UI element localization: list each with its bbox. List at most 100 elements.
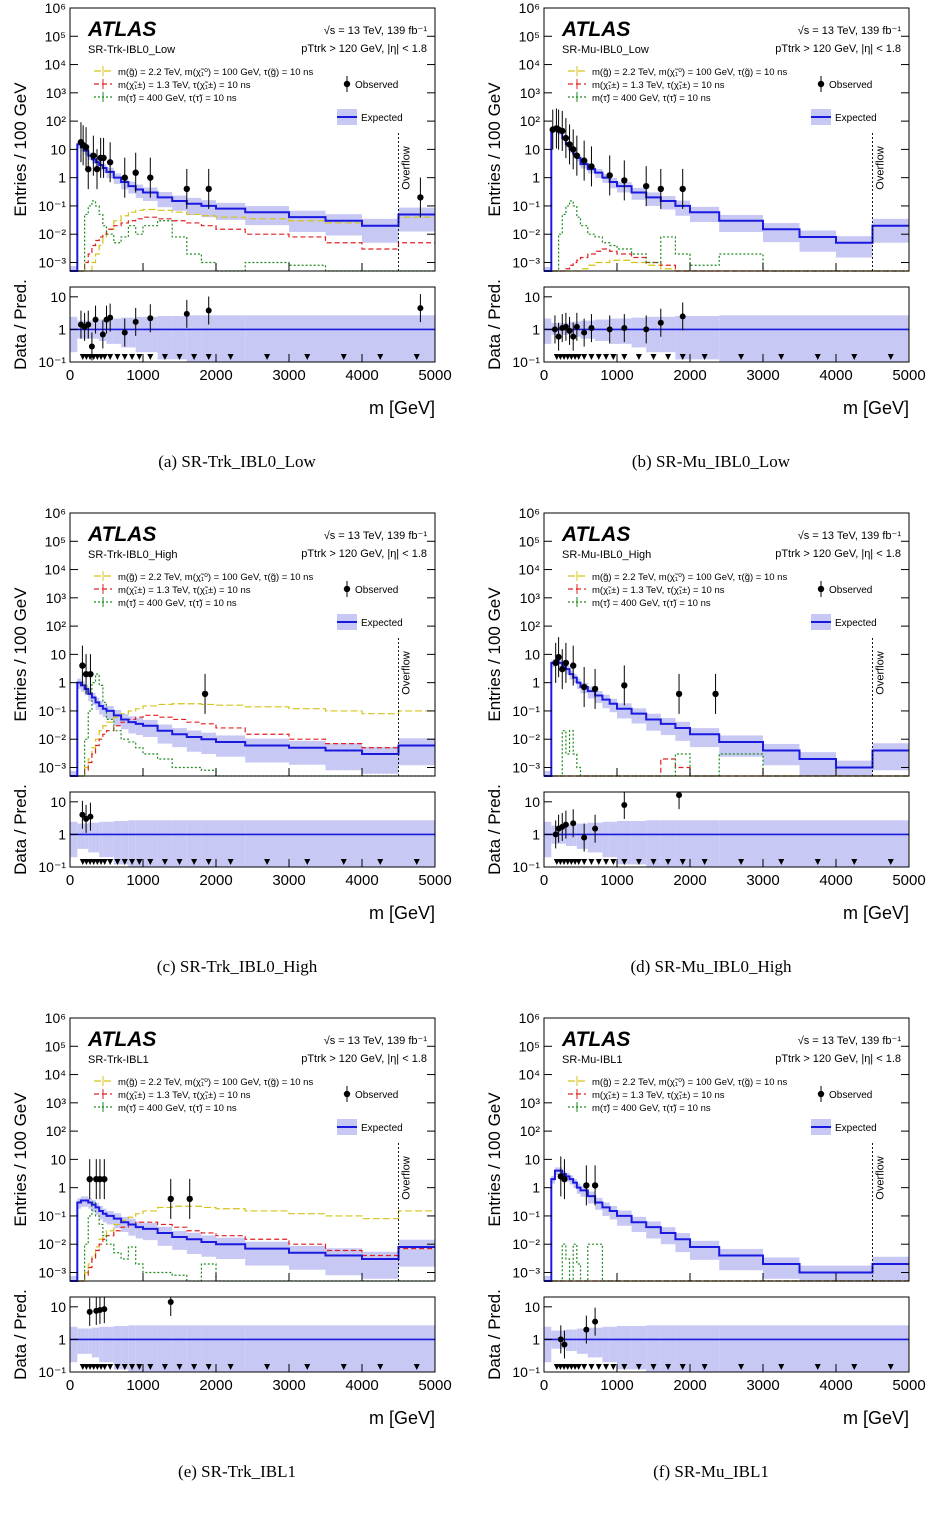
ratio-y-tick-label: 10 — [50, 289, 66, 305]
top-frame — [543, 1017, 910, 1282]
ratio-arrow-marker — [738, 354, 745, 360]
legend-signal-label: m(g̃) = 2.2 TeV, m(χ̃₁⁰) = 100 GeV, τ(g̃… — [592, 572, 787, 583]
observed-point — [559, 127, 566, 135]
ratio-band-bin — [135, 316, 143, 353]
ratio-arrow-marker — [340, 859, 347, 865]
observed-point — [96, 1175, 104, 1183]
observed-point — [657, 185, 664, 193]
x-tick-label: 5000 — [418, 1377, 451, 1394]
y-tick-label: 10⁴ — [44, 57, 66, 73]
y-tick-label: 10⁻² — [512, 731, 540, 747]
uncertainty-band-bin — [398, 738, 435, 766]
ratio-arrow-marker — [650, 1364, 657, 1370]
uncertainty-band-bin — [362, 746, 399, 774]
ratio-point — [205, 307, 212, 314]
series-stau — [544, 200, 909, 272]
caption-a: (a) SR-Trk_IBL0_Low — [158, 452, 316, 471]
y-tick-label: 10⁶ — [519, 0, 540, 16]
ratio-band-bin — [646, 820, 661, 867]
uncertainty-band-bin — [595, 1197, 603, 1210]
legend-signal-label: m(g̃) = 2.2 TeV, m(χ̃₁⁰) = 100 GeV, τ(g̃… — [118, 67, 313, 78]
series-stau — [70, 200, 435, 272]
y-tick-label: 10⁻³ — [38, 759, 66, 775]
uncertainty-band-bin — [135, 184, 143, 199]
uncertainty-band-bin — [88, 689, 92, 702]
ratio-arrow-marker — [129, 1364, 136, 1370]
series-gluino — [70, 1205, 435, 1282]
chart-d: Overflow10⁻³10⁻²10⁻¹11010²10³10⁴10⁵10⁶10… — [485, 505, 926, 923]
ratio-arrow-marker — [701, 859, 708, 865]
y-tick-label: 10 — [50, 141, 66, 157]
uncertainty-band-bin — [91, 1200, 96, 1213]
uncertainty-band-bin — [660, 195, 676, 210]
x-tick-label: 0 — [66, 367, 74, 384]
uncertainty-band-bin — [587, 686, 596, 699]
caption-b: (b) SR-Mu_IBL0_Low — [631, 452, 791, 471]
ratio-y-tick-label: 10 — [524, 1299, 540, 1315]
y-tick-label: 10⁴ — [518, 562, 540, 578]
ratio-arrow-marker — [635, 1364, 642, 1370]
uncertainty-band-bin — [646, 713, 661, 731]
ratio-point — [643, 326, 650, 333]
overflow-label: Overflow — [400, 651, 412, 694]
uncertainty-band-bin — [362, 218, 399, 243]
ratio-arrow-marker — [114, 1364, 121, 1370]
uncertainty-band-bin — [157, 1226, 173, 1246]
ratio-band-bin — [544, 318, 552, 344]
chart-f: Overflow10⁻³10⁻²10⁻¹11010²10³10⁴10⁵10⁶10… — [485, 1010, 926, 1428]
ratio-band-bin — [128, 1325, 136, 1372]
uncertainty-band-bin — [186, 1232, 202, 1255]
observed-point — [621, 177, 628, 184]
uncertainty-band-bin — [609, 698, 617, 713]
series-expected — [70, 681, 435, 777]
uncertainty-band-bin — [576, 678, 581, 689]
legend-observed-marker — [343, 585, 351, 593]
x-tick-label: 1000 — [600, 872, 633, 889]
ratio-band-bin — [80, 1328, 85, 1354]
ratio-axis-title: Data / Pred. — [485, 279, 504, 370]
uncertainty-band-bin — [245, 1241, 289, 1266]
x-tick-label: 3000 — [272, 367, 305, 384]
ratio-point — [101, 1306, 108, 1313]
y-axis-title: Entries / 100 GeV — [485, 587, 504, 722]
observed-point — [606, 172, 613, 179]
observed-point — [85, 165, 92, 173]
ratio-frame — [543, 791, 910, 868]
uncertainty-band-bin — [102, 703, 107, 718]
ratio-arrow-marker — [176, 354, 183, 360]
ratio-band-bin — [675, 1325, 690, 1372]
ratio-band-bin — [609, 1326, 617, 1363]
energy-label: √s = 13 TeV, 139 fb⁻¹ — [324, 25, 428, 37]
legend-observed-label: Observed — [355, 1090, 398, 1101]
atlas-label: ATLAS — [561, 1028, 630, 1051]
y-tick-label: 10³ — [520, 1095, 541, 1111]
uncertainty-band-bin — [106, 1210, 114, 1225]
ratio-band-bin — [201, 1325, 216, 1372]
ratio-y-tick-label: 10 — [50, 794, 66, 810]
ratio-arrow-marker — [610, 859, 617, 865]
ratio-arrow-marker — [264, 354, 271, 360]
ratio-band-bin — [609, 821, 617, 858]
ratio-band-bin — [201, 820, 216, 867]
y-tick-label: 1 — [532, 170, 540, 186]
observed-point — [82, 143, 90, 151]
series-gluino — [544, 259, 909, 272]
ratio-point — [79, 811, 86, 818]
ratio-band-bin — [595, 319, 603, 342]
ratio-arrow-marker — [129, 354, 136, 360]
ratio-point — [167, 1299, 174, 1306]
ratio-band-bin — [646, 1325, 661, 1372]
plot-panel-d: Overflow 10⁻³ 10⁻² 10⁻¹ 1 10 10² 10³ 10⁴ 10⁵ 10⁶ 10… — [474, 505, 948, 1010]
observed-point — [100, 154, 107, 162]
y-tick-label: 10⁴ — [518, 57, 540, 73]
ratio-arrow-marker — [665, 354, 672, 360]
ratio-point — [562, 323, 569, 330]
x-axis-title: m [GeV] — [843, 398, 909, 418]
series-expected — [544, 659, 909, 777]
atlas-label: ATLAS — [561, 523, 630, 546]
ratio-band-bin — [77, 1328, 81, 1354]
y-tick-label: 10⁶ — [45, 1010, 66, 1026]
ratio-axis-title: Data / Pred. — [485, 1289, 504, 1380]
chart-e: Overflow10⁻³10⁻²10⁻¹11010²10³10⁴10⁵10⁶10… — [11, 1010, 452, 1428]
uncertainty-band-bin — [799, 752, 836, 776]
